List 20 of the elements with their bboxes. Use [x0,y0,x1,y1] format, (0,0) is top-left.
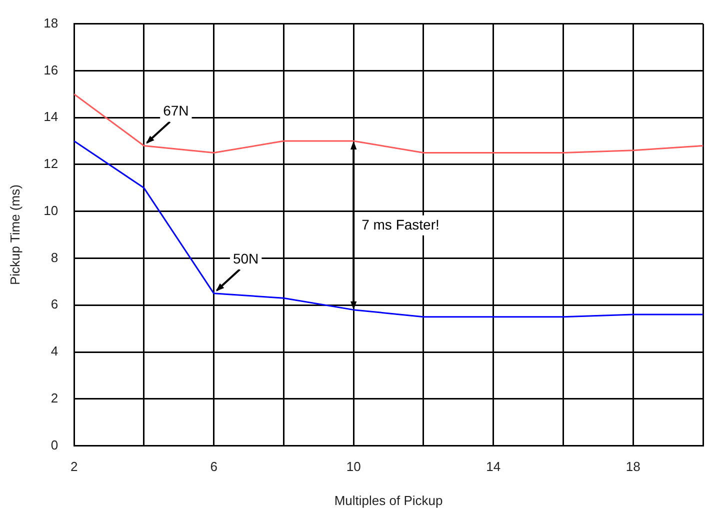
y-tick-label: 10 [44,202,58,218]
x-tick-label: 2 [70,459,78,474]
y-axis-title: Pickup Time (ms) [7,184,22,286]
x-axis-title: Multiples of Pickup [334,492,443,508]
text: 67N [163,102,189,119]
y-tick-label: 6 [50,296,58,312]
text: 50N [232,250,259,266]
x-tick-label: 14 [486,459,501,474]
x-tick-label: 6 [210,459,218,474]
y-tick-label: 18 [44,15,58,30]
y-tick-label: 4 [50,344,58,359]
y-tick-label: 8 [50,250,58,265]
annotation: 7 ms Faster! [362,216,440,232]
y-tick-label: 12 [44,156,58,172]
y-tick-label: 2 [50,390,58,406]
y-tick-label: 16 [44,62,58,78]
x-tick-label: 10 [346,459,361,474]
y-tick-label: 14 [44,109,58,124]
x-tick-label: 18 [626,459,640,474]
y-tick-label: 0 [50,437,58,452]
